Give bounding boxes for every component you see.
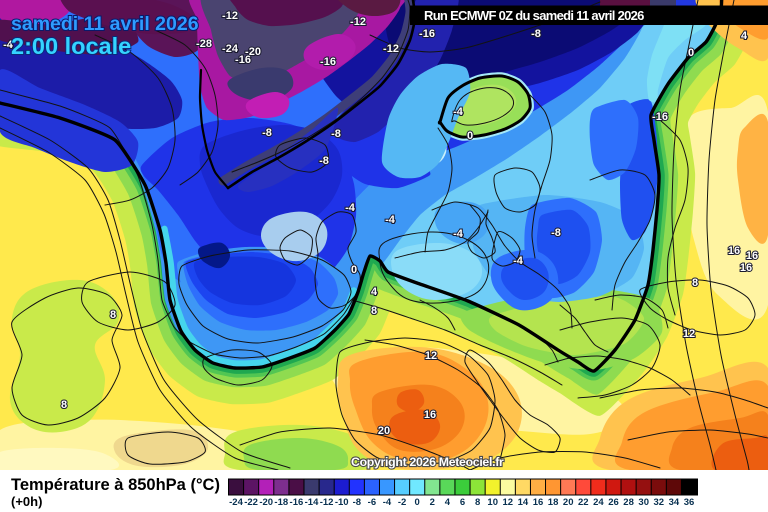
- svg-text:6: 6: [460, 497, 465, 508]
- svg-text:-8: -8: [262, 127, 272, 139]
- svg-text:8: 8: [475, 497, 480, 508]
- svg-text:-8: -8: [551, 227, 561, 239]
- svg-text:12: 12: [503, 497, 514, 508]
- svg-text:8: 8: [61, 399, 67, 411]
- svg-text:16: 16: [424, 409, 436, 421]
- svg-text:-8: -8: [353, 497, 361, 508]
- svg-text:16: 16: [740, 262, 752, 274]
- svg-text:-2: -2: [398, 497, 406, 508]
- svg-text:16: 16: [728, 245, 740, 257]
- svg-text:Copyright 2026 Meteociel.fr: Copyright 2026 Meteociel.fr: [351, 455, 504, 469]
- svg-text:-24: -24: [229, 497, 243, 508]
- svg-text:16: 16: [533, 497, 544, 508]
- svg-text:-4: -4: [3, 39, 14, 51]
- svg-text:12: 12: [425, 350, 437, 362]
- svg-text:24: 24: [593, 497, 604, 508]
- svg-text:-4: -4: [453, 228, 464, 240]
- svg-text:-8: -8: [531, 28, 541, 40]
- svg-text:2: 2: [430, 497, 435, 508]
- svg-text:-4: -4: [385, 214, 396, 226]
- svg-text:20: 20: [563, 497, 574, 508]
- svg-text:36: 36: [684, 497, 695, 508]
- svg-text:28: 28: [623, 497, 634, 508]
- svg-text:4: 4: [371, 286, 378, 298]
- svg-text:8: 8: [692, 277, 698, 289]
- svg-text:-16: -16: [652, 111, 668, 123]
- svg-text:26: 26: [608, 497, 619, 508]
- svg-text:-22: -22: [244, 497, 258, 508]
- svg-text:-12: -12: [350, 16, 366, 28]
- svg-text:Température à 850hPa (°C): Température à 850hPa (°C): [11, 476, 220, 494]
- svg-text:4: 4: [445, 497, 451, 508]
- svg-text:-4: -4: [513, 255, 524, 267]
- svg-text:-16: -16: [290, 497, 304, 508]
- svg-text:8: 8: [110, 309, 116, 321]
- svg-text:-16: -16: [320, 56, 336, 68]
- svg-text:-28: -28: [196, 38, 212, 50]
- svg-text:-4: -4: [345, 202, 356, 214]
- svg-text:-16: -16: [419, 28, 435, 40]
- svg-text:12: 12: [683, 328, 695, 340]
- svg-text:-14: -14: [305, 497, 319, 508]
- svg-text:2:00 locale: 2:00 locale: [11, 33, 131, 59]
- svg-text:0: 0: [415, 497, 420, 508]
- svg-text:-4: -4: [453, 106, 464, 118]
- svg-text:-16: -16: [235, 54, 251, 66]
- svg-text:-12: -12: [222, 10, 238, 22]
- svg-text:10: 10: [487, 497, 498, 508]
- svg-text:-8: -8: [331, 128, 341, 140]
- svg-text:16: 16: [746, 250, 758, 262]
- svg-text:-12: -12: [320, 497, 334, 508]
- svg-text:-4: -4: [383, 497, 392, 508]
- svg-text:-12: -12: [383, 43, 399, 55]
- svg-text:18: 18: [548, 497, 559, 508]
- svg-text:30: 30: [638, 497, 649, 508]
- svg-text:-20: -20: [245, 46, 261, 58]
- svg-text:20: 20: [378, 425, 390, 437]
- svg-text:0: 0: [688, 47, 694, 59]
- svg-text:32: 32: [654, 497, 665, 508]
- svg-text:-18: -18: [274, 497, 288, 508]
- svg-text:34: 34: [669, 497, 680, 508]
- svg-text:-10: -10: [335, 497, 349, 508]
- svg-text:Run ECMWF 0Z du samedi 11 avri: Run ECMWF 0Z du samedi 11 avril 2026: [424, 8, 644, 23]
- svg-text:-8: -8: [319, 155, 329, 167]
- svg-text:0: 0: [351, 264, 357, 276]
- svg-text:-24: -24: [222, 43, 239, 55]
- svg-text:22: 22: [578, 497, 589, 508]
- svg-text:4: 4: [741, 30, 748, 42]
- svg-text:(+0h): (+0h): [11, 494, 42, 509]
- svg-text:samedi 11 avril 2026: samedi 11 avril 2026: [11, 13, 199, 35]
- svg-text:-20: -20: [259, 497, 273, 508]
- svg-text:0: 0: [467, 130, 473, 142]
- svg-text:-6: -6: [368, 497, 376, 508]
- svg-text:8: 8: [371, 305, 377, 317]
- svg-text:14: 14: [518, 497, 529, 508]
